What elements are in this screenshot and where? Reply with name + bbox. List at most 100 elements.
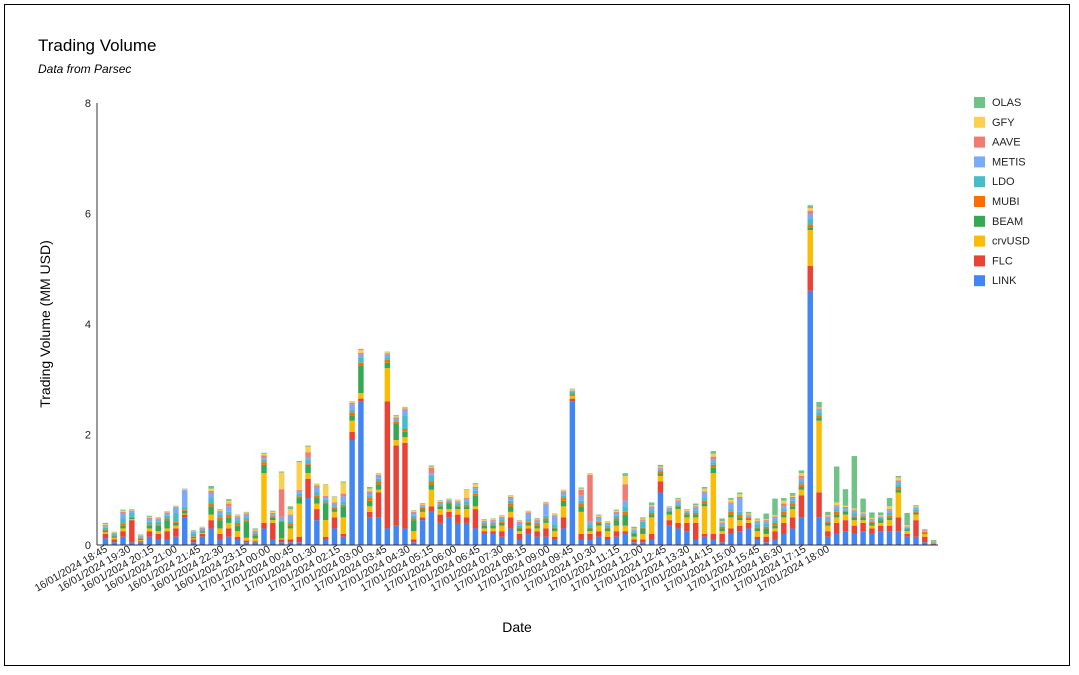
bar-segment-link (137, 542, 144, 545)
bar-segment-gfy (111, 532, 117, 533)
bar-segment-beam (481, 525, 487, 529)
bar-segment-mubi (631, 532, 637, 534)
bar-segment-crvusd (261, 473, 267, 523)
bar-segment-gfy (781, 500, 787, 504)
bar-segment-metis (684, 511, 690, 513)
bar-segment-metis (745, 515, 752, 517)
bar-segment-crvusd (437, 509, 443, 515)
bar-segment-ldo (789, 500, 796, 504)
bar-segment-gfy (833, 502, 840, 506)
bar-segment-link (631, 542, 637, 545)
bar-segment-ldo (737, 511, 743, 515)
chart-frame (4, 4, 1070, 666)
bar-segment-aave (455, 501, 461, 503)
bar-segment-mubi (640, 527, 646, 529)
bar-segment-mubi (322, 502, 329, 504)
bar-segment-mubi (692, 512, 699, 515)
bar-segment-olas (560, 489, 567, 491)
bar-segment-link (569, 401, 576, 545)
bar-segment-link (419, 520, 426, 545)
bar-segment-beam (349, 415, 355, 421)
bar-segment-flc (155, 533, 161, 540)
bar-segment-crvusd (543, 522, 549, 529)
bar-segment-metis (648, 507, 655, 511)
bar-segment-mubi (904, 528, 910, 531)
bar-segment-crvusd (287, 528, 294, 540)
bar-segment-aave (146, 517, 153, 520)
bar-segment-ldo (833, 509, 840, 512)
bar-segment-mubi (252, 534, 258, 536)
bar-segment-gfy (666, 506, 673, 508)
bar-segment-aave (419, 504, 426, 506)
bar-segment-flc (842, 520, 849, 532)
bar-segment-mubi (314, 495, 320, 499)
bar-segment-crvusd (878, 522, 884, 526)
bar-segment-beam (366, 500, 373, 507)
bar-segment-flc (798, 495, 805, 518)
bar-segment-aave (490, 520, 496, 522)
bar-segment-flc (164, 531, 170, 540)
bar-segment-aave (481, 520, 487, 522)
bar-segment-gfy (217, 509, 223, 511)
bar-segment-aave (930, 541, 937, 543)
bar-segment-link (754, 539, 761, 545)
bar-segment-metis (798, 478, 805, 482)
bar-segment-mubi (772, 522, 778, 526)
bar-segment-crvusd (331, 511, 338, 518)
bar-segment-gfy (754, 519, 761, 521)
bar-segment-olas (402, 406, 408, 408)
bar-segment-link (913, 536, 919, 545)
bar-segment-flc (384, 401, 391, 529)
bar-segment-crvusd (296, 503, 302, 537)
bar-segment-beam (587, 528, 593, 532)
bar-segment-metis (322, 496, 329, 500)
bar-segment-flc (648, 533, 655, 540)
bar-segment-link (701, 536, 708, 545)
bar-segment-olas (366, 486, 373, 489)
bar-segment-crvusd (922, 533, 928, 537)
bar-segment-olas (666, 506, 673, 507)
bar-segment-aave (181, 489, 188, 491)
bar-segment-olas (322, 484, 329, 485)
bar-segment-metis (851, 510, 858, 514)
bar-segment-ldo (199, 529, 206, 531)
bar-segment-olas (490, 518, 496, 520)
y-tick-label: 8 (85, 98, 91, 110)
bar-segment-aave (719, 522, 725, 524)
bar-segment-link (789, 528, 796, 545)
bar-segment-ldo (507, 500, 514, 504)
bar-segment-olas (261, 452, 267, 454)
bar-segment-link (270, 539, 276, 545)
bar-segment-flc (455, 514, 461, 523)
bar-segment-crvusd (807, 230, 813, 266)
bar-segment-flc (552, 536, 558, 540)
bar-segment-flc (930, 543, 937, 545)
bar-segment-flc (763, 536, 769, 543)
bar-segment-beam (930, 543, 937, 544)
bar-segment-ldo (234, 520, 241, 523)
bar-segment-aave (569, 390, 576, 391)
bar-segment-mubi (287, 524, 294, 526)
legend-swatch-link (974, 275, 985, 287)
bar-segment-flc (913, 520, 919, 537)
bar-segment-gfy (287, 509, 294, 515)
bar-segment-link (543, 536, 549, 545)
bar-segment-ldo (763, 524, 769, 527)
bar-segment-link (331, 528, 338, 545)
bar-segment-beam (261, 464, 267, 474)
legend-label-flc: FLC (992, 255, 1013, 267)
bar-segment-aave (657, 467, 664, 469)
bar-segment-flc (481, 531, 487, 534)
bar-segment-metis (886, 510, 893, 513)
bar-segment-link (904, 536, 910, 545)
bar-segment-olas (393, 415, 399, 417)
bar-segment-metis (878, 516, 884, 518)
bar-segment-crvusd (745, 520, 752, 523)
bar-segment-metis (340, 496, 347, 502)
bar-segment-olas (384, 351, 391, 353)
bar-segment-olas (781, 498, 787, 501)
bar-segment-flc (208, 520, 214, 529)
bar-segment-crvusd (640, 533, 646, 540)
bar-segment-beam (111, 536, 117, 538)
